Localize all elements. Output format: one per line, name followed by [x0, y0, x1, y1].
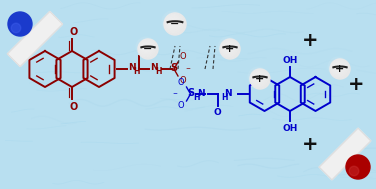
Circle shape: [164, 13, 186, 35]
Text: H: H: [155, 67, 162, 77]
Text: O: O: [70, 27, 78, 37]
Circle shape: [224, 43, 232, 51]
Circle shape: [220, 38, 237, 56]
Circle shape: [334, 63, 342, 71]
Circle shape: [249, 68, 267, 86]
Circle shape: [167, 15, 179, 28]
Text: N: N: [197, 88, 205, 98]
Circle shape: [168, 17, 177, 26]
Text: +: +: [348, 74, 364, 94]
Circle shape: [252, 71, 264, 83]
Text: +: +: [225, 44, 235, 54]
Circle shape: [346, 155, 370, 179]
Text: OH: OH: [282, 124, 298, 133]
Circle shape: [142, 43, 150, 51]
Text: N: N: [150, 64, 158, 73]
Text: O: O: [137, 45, 145, 54]
Circle shape: [332, 61, 344, 73]
Circle shape: [136, 37, 156, 57]
Text: N: N: [224, 88, 232, 98]
Circle shape: [248, 67, 268, 87]
Circle shape: [225, 44, 231, 50]
Text: −: −: [143, 44, 153, 54]
Text: O: O: [70, 102, 78, 112]
Circle shape: [255, 74, 261, 80]
Circle shape: [220, 39, 240, 59]
Circle shape: [221, 40, 235, 54]
Circle shape: [165, 14, 180, 30]
Text: H: H: [221, 92, 227, 101]
Circle shape: [227, 46, 229, 48]
Text: O: O: [178, 101, 185, 110]
Text: OH: OH: [282, 56, 298, 65]
Text: H: H: [193, 92, 200, 101]
Circle shape: [144, 46, 147, 48]
Circle shape: [138, 38, 155, 56]
Text: N: N: [128, 64, 136, 73]
Circle shape: [11, 23, 21, 33]
Circle shape: [335, 64, 341, 70]
Circle shape: [138, 39, 158, 59]
Circle shape: [250, 69, 270, 89]
Circle shape: [328, 57, 348, 77]
Circle shape: [140, 41, 152, 53]
Text: +: +: [335, 64, 345, 74]
Text: $^-$: $^-$: [171, 90, 179, 98]
Circle shape: [251, 70, 265, 84]
Circle shape: [349, 166, 359, 176]
Circle shape: [218, 37, 238, 57]
Circle shape: [331, 60, 345, 74]
Text: −: −: [170, 19, 180, 29]
Circle shape: [162, 11, 184, 33]
Text: +: +: [255, 74, 265, 84]
Circle shape: [330, 59, 350, 79]
Circle shape: [222, 41, 234, 53]
Text: O: O: [178, 78, 185, 87]
Text: +: +: [302, 135, 318, 153]
Circle shape: [256, 76, 259, 78]
Text: S: S: [187, 88, 194, 98]
Circle shape: [170, 19, 176, 25]
Circle shape: [163, 12, 182, 31]
Text: S: S: [170, 63, 177, 73]
Circle shape: [171, 20, 174, 23]
Circle shape: [254, 73, 262, 81]
Text: +: +: [302, 32, 318, 50]
Circle shape: [8, 12, 32, 36]
Text: $^-$: $^-$: [184, 64, 191, 74]
Circle shape: [143, 44, 149, 50]
Polygon shape: [319, 128, 371, 180]
Polygon shape: [8, 11, 62, 67]
Text: H: H: [133, 67, 139, 77]
Text: O: O: [179, 52, 186, 61]
Circle shape: [337, 66, 340, 68]
Text: O: O: [179, 76, 186, 85]
Circle shape: [329, 58, 347, 76]
Circle shape: [139, 40, 153, 54]
Text: O: O: [214, 108, 221, 117]
